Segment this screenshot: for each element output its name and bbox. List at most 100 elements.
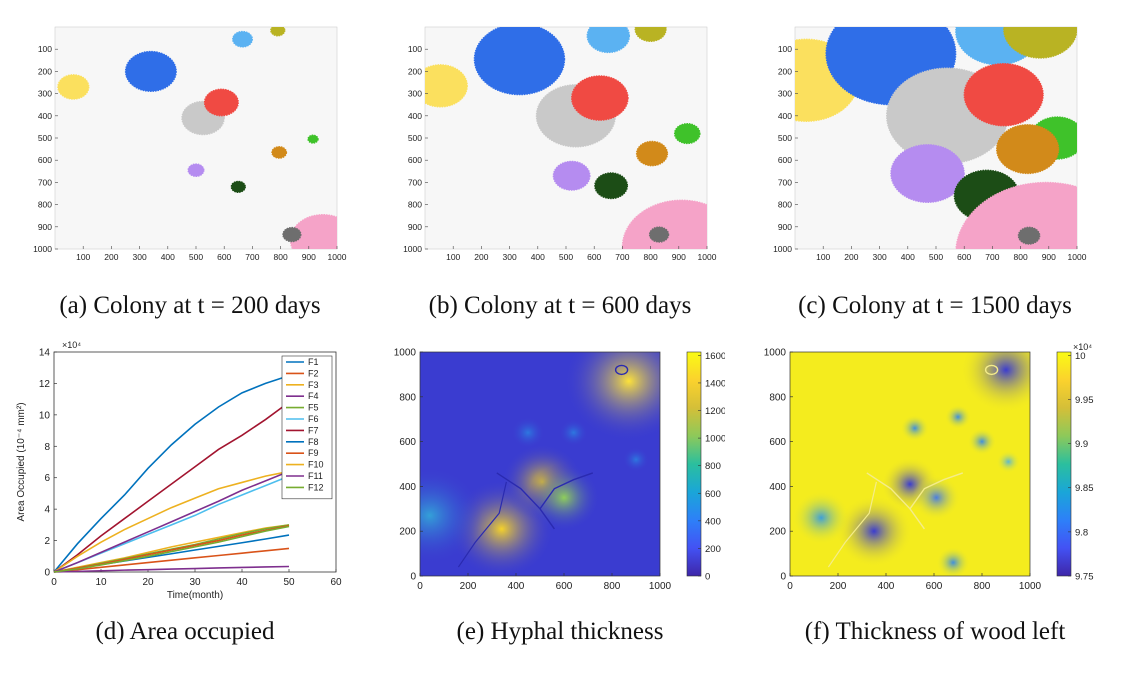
x-tick-label: 1000 [1068,252,1087,262]
colonies [57,27,337,249]
y-tick-label: 0 [780,572,786,583]
y-tick-label: 1000 [773,244,792,254]
colonies [425,27,707,249]
colony-light_blue [586,27,631,54]
x-tick-label: 300 [503,252,517,262]
y-tick-label: 300 [778,89,792,99]
x-tick-label: 800 [604,581,621,592]
x-tick-label: 30 [189,577,201,588]
colony-purple [552,160,591,191]
series-F11 [53,470,290,573]
caption-a: (a) Colony at t = 200 days [59,292,321,319]
colony-boundary [496,472,555,530]
heatmap-blob [528,464,600,532]
x-tick-label: 200 [474,252,488,262]
colorbar-tick-label: 800 [705,461,721,472]
heatmap-blob [967,428,997,456]
colorbar [686,351,702,577]
heatmap-blob [559,419,588,447]
x-tick-label: 400 [508,581,525,592]
y-tick-label: 1000 [764,348,787,359]
colony-orange [635,140,669,167]
colorbar-tick-label: 9.75 [1075,572,1094,583]
x-tick-label: 800 [1014,252,1028,262]
x-tick-label: 800 [974,581,991,592]
y-tick-label: 600 [38,155,52,165]
x-tick-label: 40 [236,577,248,588]
colorbar [1056,351,1072,577]
colony-boundary [909,472,964,510]
y-tick-label: 200 [769,527,786,538]
colony-dark_green [230,180,246,193]
colony-dark_gray [1017,226,1041,245]
y-tick-label: 600 [778,155,792,165]
x-tick-label: 700 [985,252,999,262]
y-tick-label: 700 [778,177,792,187]
x-tick-label: 60 [330,577,342,588]
heatmap-blob [936,546,970,576]
heatmap-blob [564,352,660,442]
y-tick-label: 800 [408,200,422,210]
x-tick-label: 900 [1042,252,1056,262]
colony-olive [270,27,286,37]
heatmap-blobs [420,352,660,576]
colorbar-tick-label: 1600 [705,351,725,362]
x-axis-label: Time(month) [167,590,223,601]
colony-boundary [539,472,594,510]
y-tick-label: 800 [38,200,52,210]
colony-blue [473,27,566,96]
x-tick-label: 400 [161,252,175,262]
y-tick-label: 0 [410,572,416,583]
series-F2 [53,547,290,573]
colony-purple [890,144,965,203]
legend-label: F9 [308,448,319,458]
x-tick-label: 0 [787,581,793,592]
legend-label: F8 [308,437,319,447]
y-tick-label: 600 [408,155,422,165]
colonies [795,27,1077,249]
x-tick-label: 600 [926,581,943,592]
series-F12 [53,525,290,573]
x-tick-label: 700 [615,252,629,262]
y-tick-label: 300 [408,89,422,99]
x-tick-label: 800 [644,252,658,262]
colony-red [963,63,1044,127]
colony-olive [1003,27,1077,59]
colorbar-tick-label: 400 [705,516,721,527]
heatmap-blobs [792,352,1030,576]
y-tick-label: 10 [39,410,51,421]
y-tick-label: 8 [44,442,50,453]
colorbar-tick-label: 600 [705,489,721,500]
x-tick-label: 600 [556,581,573,592]
y-tick-label: 400 [38,111,52,121]
x-tick-label: 500 [559,252,573,262]
legend-label: F6 [308,414,319,424]
y-tick-label: 400 [778,111,792,121]
colony-map-a: 100 200 300 400 500 600 700 800 900 1000 100 200 300… [33,26,347,262]
caption-f: (f) Thickness of wood left [804,618,1066,645]
plot-area [54,26,338,250]
y-tick-label: 800 [769,392,786,403]
x-tick-label: 400 [531,252,545,262]
colony-blue [124,50,177,92]
colorbar-tick-label: 9.85 [1075,483,1094,494]
y-tick-label: 1000 [33,244,52,254]
y-tick-label: 700 [38,177,52,187]
x-tick-label: 0 [417,581,423,592]
legend-label: F7 [308,425,319,435]
y-tick-label: 2 [44,536,50,547]
y-tick-label: 900 [408,222,422,232]
y-tick-label: 200 [408,66,422,76]
x-tick-label: 200 [844,252,858,262]
legend [281,355,333,500]
colony-boundary [866,472,925,530]
heatmap-blob [420,466,483,565]
x-tick-label: 1000 [698,252,717,262]
legend-label: F11 [308,471,323,481]
x-tick-label: 100 [446,252,460,262]
y-tick-label: 1000 [394,348,417,359]
x-tick-label: 700 [245,252,259,262]
heatmap-blob [900,414,930,442]
wood-left-heatmap: 0 200 400 600 800 1000 0 200 400 600 800 1000 9.75 9.… [764,342,1094,592]
series-F10 [53,470,290,573]
